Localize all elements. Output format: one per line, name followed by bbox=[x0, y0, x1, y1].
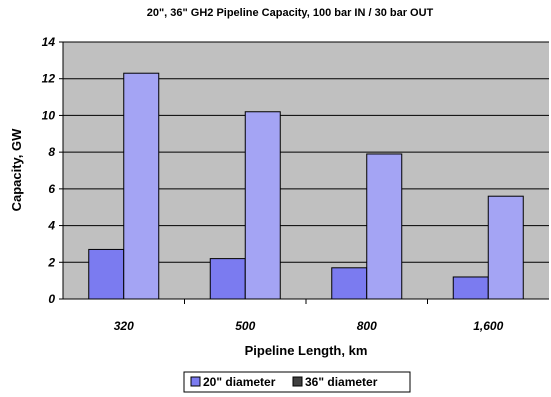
y-tick-label: 10 bbox=[42, 108, 56, 122]
legend-label-20-diameter: 20" diameter bbox=[203, 375, 276, 389]
bar-series-1-800 bbox=[366, 153, 403, 300]
x-tick-label: 320 bbox=[114, 319, 134, 333]
y-axis-title: Capacity, GW bbox=[9, 128, 24, 212]
chart-title: 20", 36" GH2 Pipeline Capacity, 100 bar … bbox=[147, 7, 434, 19]
x-tick-label: 800 bbox=[357, 319, 377, 333]
y-tick-label: 6 bbox=[48, 182, 55, 196]
y-tick-label: 4 bbox=[47, 219, 55, 233]
bar-series-1-500 bbox=[244, 111, 281, 300]
bar-series-0-320 bbox=[88, 248, 125, 300]
y-tick-label: 0 bbox=[48, 292, 55, 306]
y-tick-label: 2 bbox=[47, 255, 55, 269]
x-tick-label: 500 bbox=[235, 319, 255, 333]
x-axis-ticks: 320 500 800 1,600 bbox=[114, 299, 504, 333]
y-axis-ticks: 0 2 4 6 8 10 12 14 bbox=[42, 35, 63, 306]
legend: 20" diameter 36" diameter bbox=[183, 371, 411, 393]
legend-label-36-diameter: 36" diameter bbox=[305, 375, 378, 389]
y-tick-label: 8 bbox=[48, 145, 55, 159]
y-tick-label: 14 bbox=[42, 35, 56, 49]
x-tick-label: 1,600 bbox=[473, 319, 503, 333]
bar-series-1-1600 bbox=[487, 195, 524, 300]
y-tick-label: 12 bbox=[42, 72, 56, 86]
legend-swatch-20-diameter bbox=[190, 376, 201, 387]
x-axis-title: Pipeline Length, km bbox=[245, 343, 368, 358]
bar-series-1-320 bbox=[123, 72, 160, 300]
bar-series-0-1600 bbox=[452, 276, 489, 300]
legend-swatch-36-diameter bbox=[292, 376, 303, 387]
bar-series-0-800 bbox=[331, 267, 368, 300]
bar-series-0-500 bbox=[209, 258, 246, 300]
